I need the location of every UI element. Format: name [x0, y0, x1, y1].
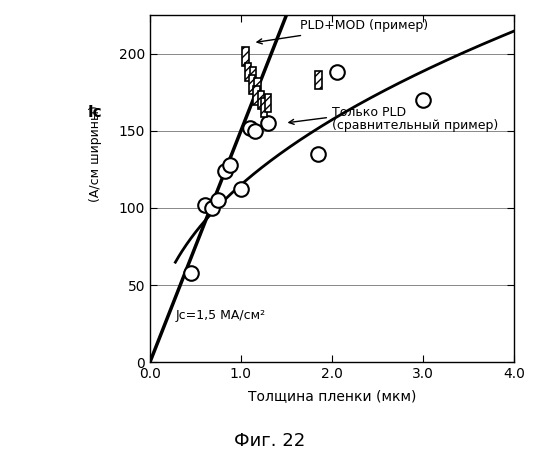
Point — [220, 167, 229, 175]
Text: PLD+MOD (пример): PLD+MOD (пример) — [257, 19, 428, 44]
Point — [314, 150, 322, 158]
Bar — [265, 94, 272, 112]
Point — [250, 127, 259, 135]
Point — [200, 201, 209, 208]
Text: (А/см ширины): (А/см ширины) — [89, 106, 102, 202]
Point — [237, 186, 245, 193]
Bar — [315, 71, 321, 89]
Point — [207, 204, 216, 212]
Bar — [258, 90, 264, 109]
Point — [264, 119, 273, 126]
Point — [332, 68, 341, 76]
Bar — [249, 68, 256, 86]
Text: Ic: Ic — [88, 105, 103, 120]
Point — [418, 96, 427, 104]
Text: (сравнительный пример): (сравнительный пример) — [332, 119, 498, 132]
X-axis label: Толщина пленки (мкм): Толщина пленки (мкм) — [248, 390, 416, 404]
Bar — [254, 78, 260, 97]
Text: Только PLD: Только PLD — [289, 106, 406, 124]
Point — [246, 124, 254, 131]
Bar — [242, 47, 248, 66]
Bar — [253, 86, 260, 104]
Text: Jc=1,5 MA/см²: Jc=1,5 MA/см² — [176, 309, 266, 322]
Point — [214, 197, 222, 204]
Point — [226, 161, 234, 168]
Bar — [248, 75, 255, 94]
Bar — [245, 63, 252, 81]
Point — [186, 269, 195, 276]
Text: Фиг. 22: Фиг. 22 — [234, 432, 306, 450]
Bar — [260, 99, 267, 117]
